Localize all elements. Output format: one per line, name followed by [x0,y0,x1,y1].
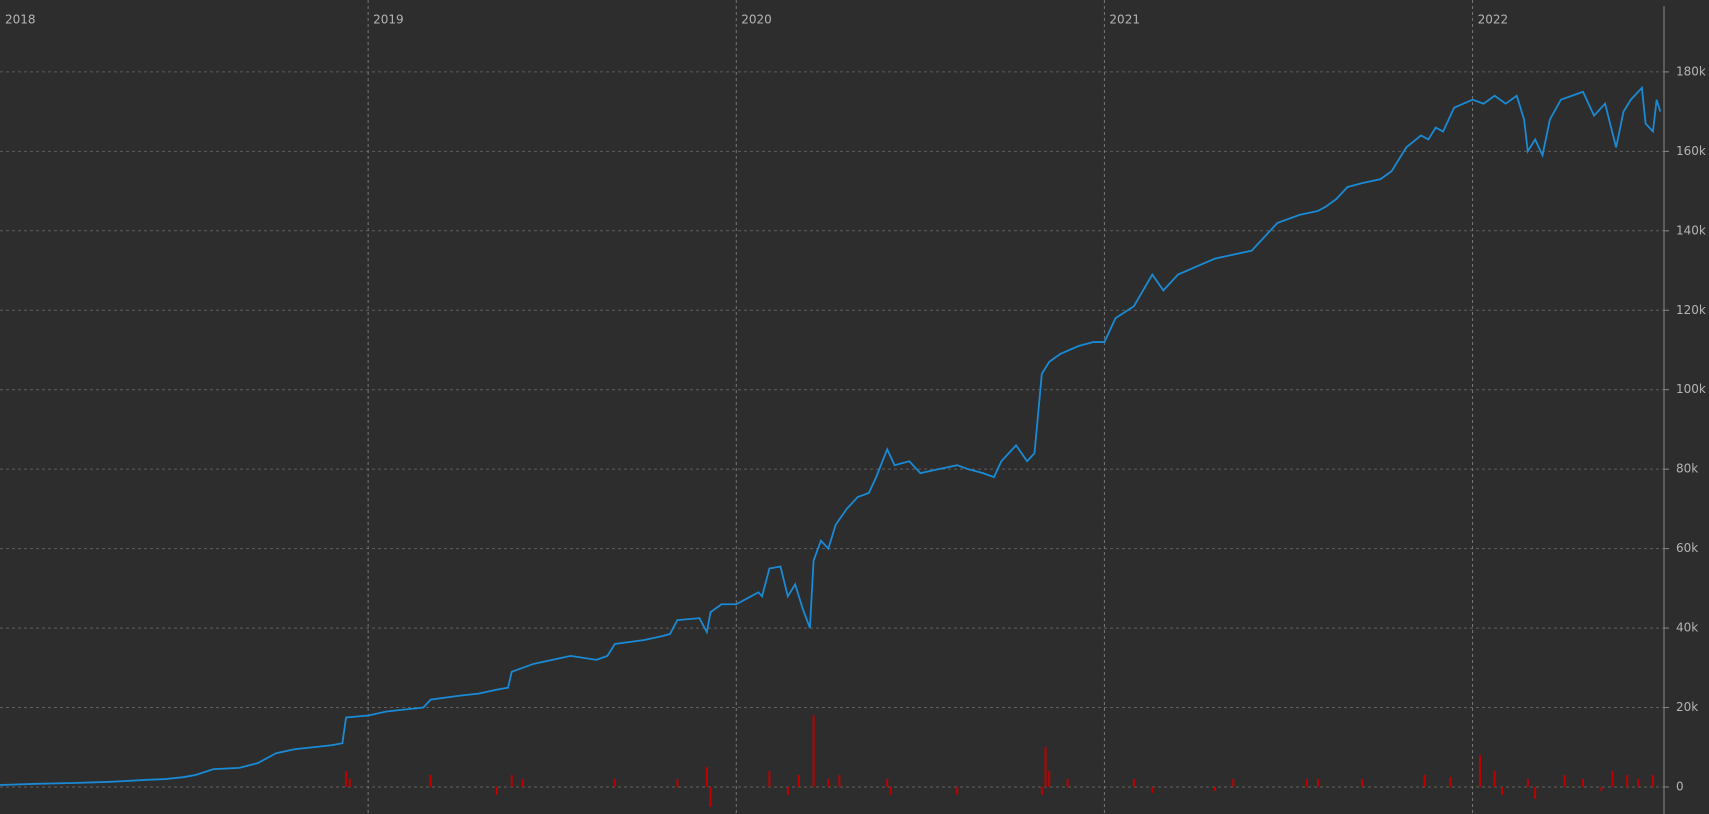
change-bar [495,786,498,795]
change-bar [1493,771,1496,787]
change-bar [1526,779,1529,787]
y-tick-label: 160k [1676,144,1706,158]
change-bar [889,786,892,795]
y-tick-label: 120k [1676,303,1706,317]
change-bar [709,786,712,807]
change-bar [1305,779,1308,787]
change-bar [510,775,513,787]
y-tick-label: 180k [1676,64,1706,78]
change-bar [1501,786,1504,795]
change-bar [1600,786,1603,791]
y-tick-label: 60k [1676,541,1698,555]
x-tick-label: 2019 [373,13,404,27]
change-bar [1611,771,1614,787]
change-bar [429,775,432,787]
change-bar [768,771,771,787]
change-bar [1423,775,1426,787]
x-tick-label: 2018 [5,13,36,27]
change-bar [705,767,708,787]
y-tick-label: 20k [1676,700,1698,714]
change-bar [676,779,679,787]
x-tick-label: 2022 [1478,13,1509,27]
change-bar [838,775,841,787]
y-tick-label: 40k [1676,621,1698,635]
change-bar [1361,779,1364,787]
change-bar [1626,775,1629,787]
change-bar [1132,779,1135,787]
change-bar [1213,786,1216,791]
change-bar [1449,777,1452,787]
y-tick-label: 140k [1676,223,1706,237]
change-bar [1066,779,1069,787]
x-tick-label: 2020 [741,13,772,27]
change-bar [797,775,800,787]
change-bar [1582,779,1585,787]
change-bar [1563,775,1566,787]
change-bar [1478,755,1481,787]
x-tick-label: 2021 [1109,13,1140,27]
change-bar [1044,747,1047,787]
y-tick-label: 80k [1676,462,1698,476]
change-bar [613,779,616,787]
change-bar [1651,775,1654,787]
change-bar [1040,786,1043,795]
change-bar [786,786,789,795]
change-bar [812,715,815,787]
change-bar [827,779,830,787]
change-bar [1316,779,1319,787]
value-line [0,85,1662,786]
change-bar [886,779,889,787]
change-bar [1048,771,1051,787]
change-bar [1232,779,1235,787]
change-bar [1637,779,1640,787]
change-bar [1151,786,1154,793]
change-bar [521,779,524,787]
change-bar [1534,786,1537,799]
change-bar [345,771,348,787]
y-tick-label: 100k [1676,382,1706,396]
change-bar [348,779,351,787]
y-tick-label: 0 [1676,779,1684,793]
change-bar [956,786,959,795]
